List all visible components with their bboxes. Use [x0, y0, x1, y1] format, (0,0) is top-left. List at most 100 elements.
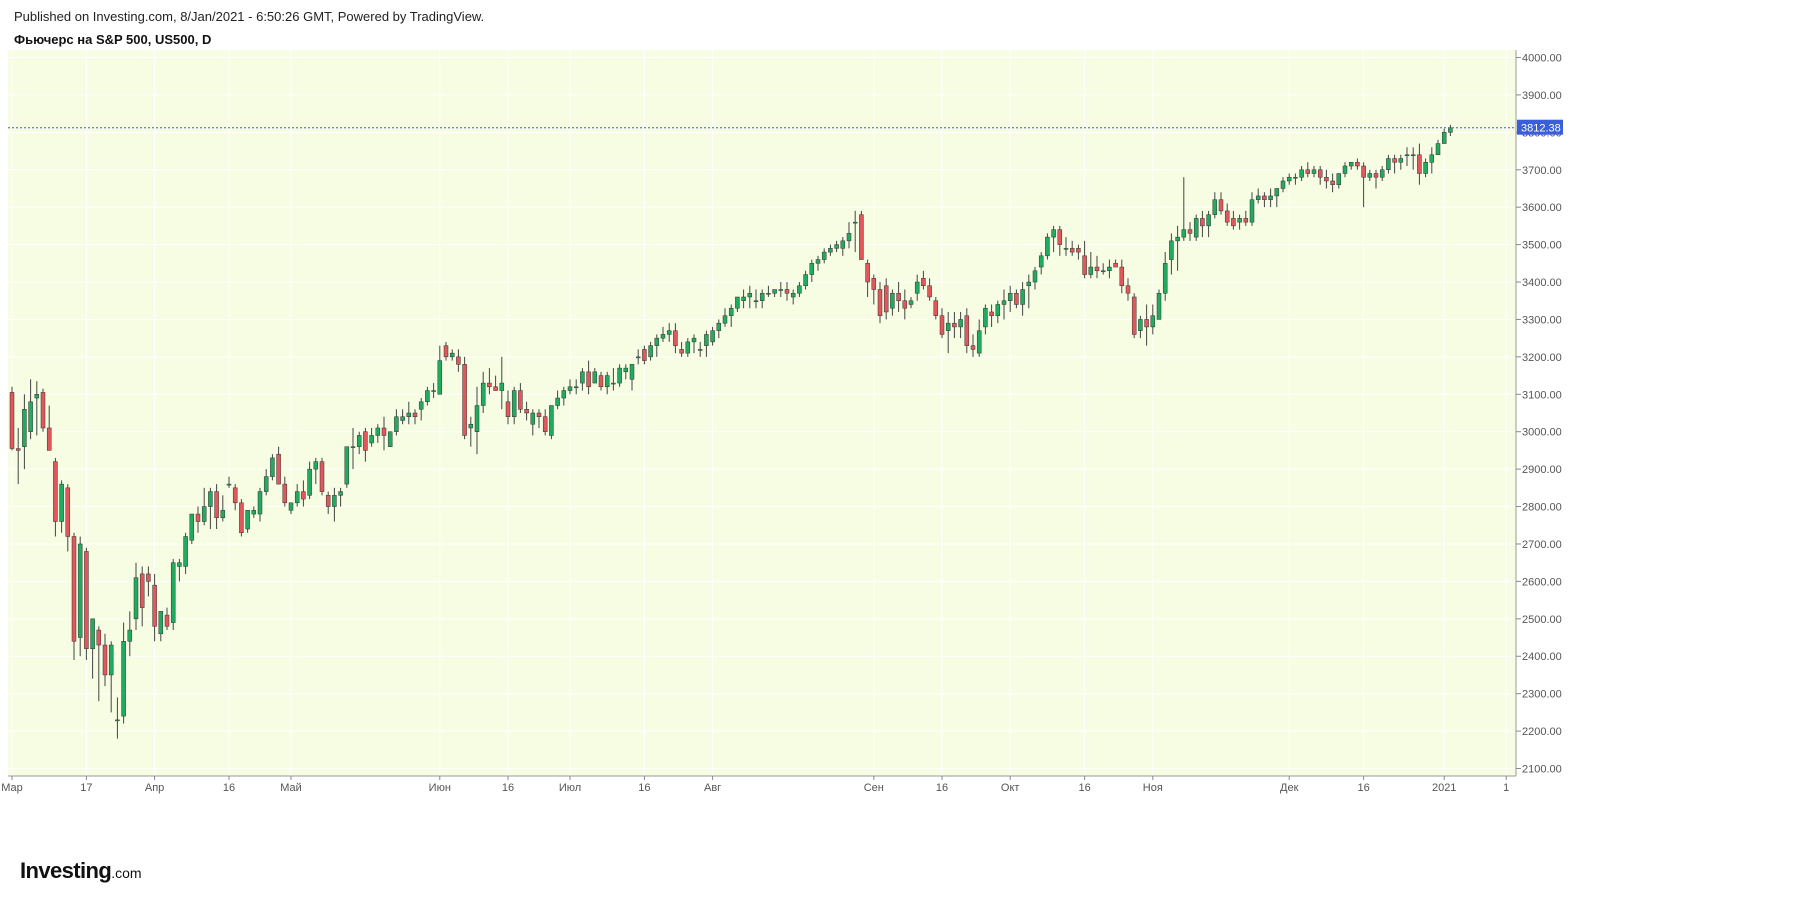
candle-down — [1355, 162, 1360, 167]
candle-up — [431, 390, 436, 392]
candle-down — [902, 300, 908, 309]
y-tick-label: 3500.00 — [1522, 240, 1562, 252]
last-price-value: 3812.38 — [1521, 123, 1561, 135]
plot-area[interactable] — [8, 50, 1516, 776]
x-tick-label: 16 — [1078, 782, 1090, 794]
candle-up — [852, 221, 858, 224]
candle-down — [970, 345, 976, 350]
candle-up — [623, 367, 629, 373]
candle-up — [1107, 266, 1112, 272]
candle-down — [319, 461, 325, 492]
candle-down — [598, 375, 604, 388]
candle-up — [1423, 162, 1428, 174]
candle-up — [400, 416, 405, 421]
candle-up — [753, 300, 759, 302]
candle-up — [1398, 158, 1404, 163]
candle-up — [22, 409, 27, 447]
candle-up — [1162, 263, 1168, 294]
candle-up — [828, 248, 833, 253]
candle-down — [164, 614, 170, 627]
candle-up — [332, 495, 337, 507]
candle-down — [65, 487, 71, 537]
candle-up — [549, 405, 554, 436]
candle-up — [307, 468, 312, 496]
candle-up — [561, 390, 567, 399]
candle-up — [1026, 281, 1032, 287]
y-tick-label: 2300.00 — [1522, 689, 1562, 701]
candle-up — [1100, 270, 1106, 273]
candle-up — [778, 289, 784, 291]
candle-up — [189, 513, 195, 541]
candle-up — [270, 457, 275, 477]
candle-down — [524, 409, 529, 414]
published-info: Published on Investing.com, 8/Jan/2021 -… — [14, 9, 485, 24]
candle-up — [183, 536, 188, 567]
candle-down — [1231, 218, 1236, 227]
candle-up — [1038, 255, 1044, 268]
candle-down — [1305, 169, 1311, 174]
candle-up — [1032, 270, 1038, 283]
candle-down — [542, 416, 548, 432]
candle-down — [1224, 210, 1230, 223]
candle-up — [115, 719, 120, 722]
candle-up — [704, 334, 709, 346]
candle-up — [914, 281, 920, 294]
candle-up — [666, 330, 672, 335]
y-tick-label: 3900.00 — [1522, 90, 1562, 102]
candle-down — [1187, 229, 1193, 234]
last-price-label: 3812.38 — [1517, 119, 1563, 135]
x-tick-label: Сен — [864, 782, 884, 794]
y-tick-label: 3700.00 — [1522, 165, 1562, 177]
candle-up — [1286, 176, 1292, 182]
candle-down — [1324, 176, 1329, 182]
candle-up — [1448, 127, 1453, 133]
candle-down — [9, 392, 15, 449]
candle-up — [1299, 169, 1304, 178]
candle-down — [1417, 154, 1422, 174]
y-tick-label: 2800.00 — [1522, 502, 1562, 514]
candle-up — [728, 307, 734, 316]
candle-down — [96, 629, 102, 646]
time-axis[interactable]: Мар 17 Апр 16 Май Июн 16 Июл 16 Авг Сен 16 Окт 16 Ноя Д… — [1, 776, 1509, 794]
candle-down — [282, 483, 288, 504]
candle-down — [71, 536, 77, 642]
candle-down — [1119, 266, 1125, 287]
candle-down — [518, 390, 523, 410]
candle-up — [580, 371, 585, 384]
candle-up — [1063, 248, 1069, 250]
x-tick-label: Май — [280, 782, 302, 794]
investing-logo: Investing.com — [20, 858, 142, 884]
x-tick-label: Окт — [1001, 782, 1020, 794]
candle-up — [697, 349, 703, 351]
candle-down — [933, 300, 939, 316]
candle-up — [983, 307, 988, 328]
candle-down — [679, 349, 684, 354]
candle-down — [1057, 229, 1063, 245]
price-axis[interactable]: 2100.00 2200.00 2300.00 2400.00 2500.00 2600.… — [1516, 52, 1562, 776]
y-tick-label: 2100.00 — [1522, 764, 1562, 776]
candle-up — [1001, 300, 1007, 305]
candle-up — [313, 461, 319, 470]
candle-up — [350, 446, 356, 448]
candle-down — [673, 330, 678, 346]
candle-up — [208, 491, 213, 507]
candle-up — [1311, 169, 1317, 174]
candle-down — [195, 513, 201, 522]
candle-down — [1125, 285, 1131, 294]
candle-up — [1386, 158, 1391, 171]
candle-down — [927, 285, 932, 298]
candle-up — [685, 341, 691, 354]
candle-down — [883, 285, 889, 313]
x-tick-label: Мар — [1, 782, 23, 794]
candle-down — [1113, 263, 1118, 268]
candle-up — [338, 491, 343, 496]
candle-up — [735, 296, 740, 309]
candle-up — [437, 360, 443, 395]
candle-down — [642, 349, 647, 361]
candle-down — [536, 412, 542, 417]
candle-up — [1212, 199, 1218, 215]
candle-up — [369, 435, 374, 444]
x-tick-label: Ноя — [1143, 782, 1163, 794]
candle-up — [660, 334, 666, 339]
